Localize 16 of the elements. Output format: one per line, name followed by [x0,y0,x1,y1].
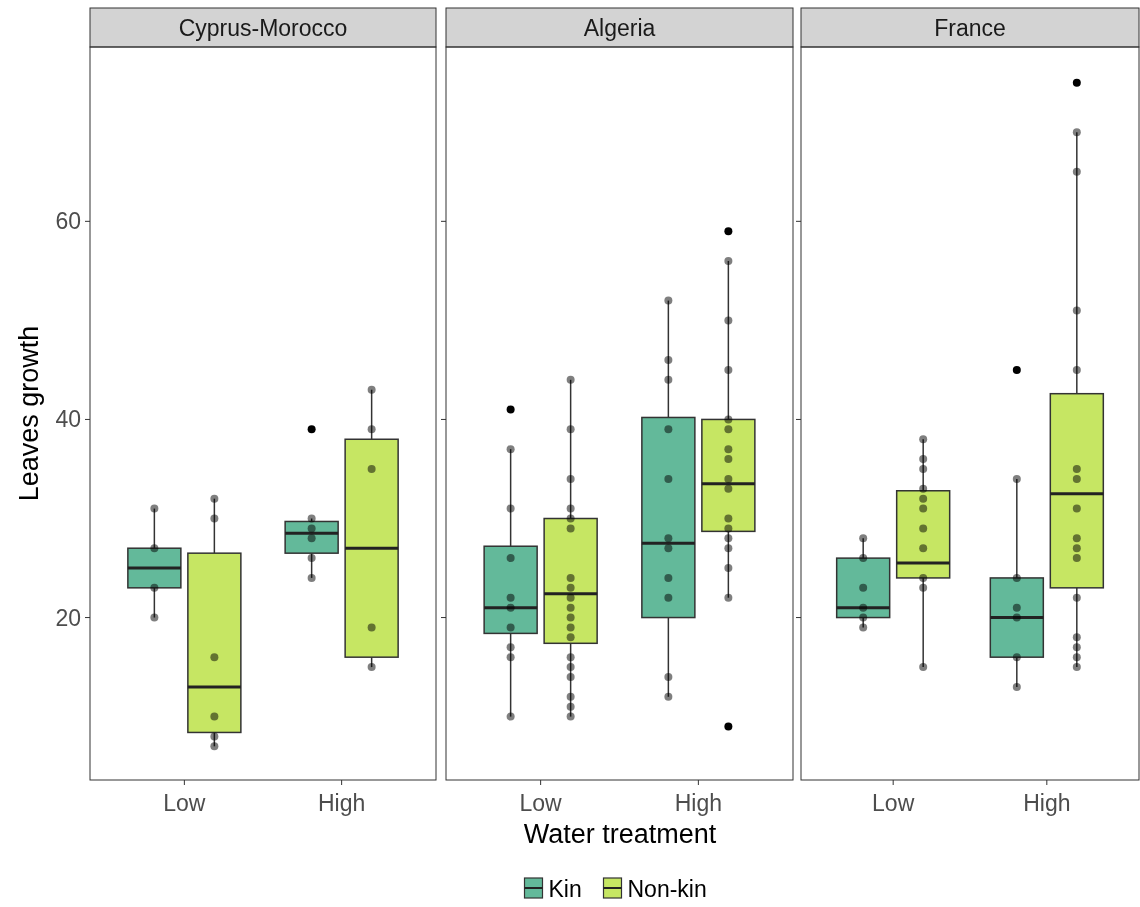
x-tick-label: High [674,790,723,816]
y-tick-label: 60 [55,208,81,235]
y-tick-label: 40 [55,406,81,433]
chart-title: France [934,14,1006,41]
y-axis-title: Leaves growth [14,325,44,502]
y-tick-label: 20 [55,604,81,631]
x-tick-label: Low [872,790,915,816]
chart-title: Cyprus-Morocco [178,14,348,41]
chart-title: Algeria [583,14,656,41]
x-axis-title: Water treatment [523,819,717,849]
x-tick-label: High [317,790,366,816]
legend-label: Non-kin [627,876,707,902]
legend-label: Kin [548,876,582,902]
x-tick-label: Low [163,790,206,816]
x-tick-label: High [1023,790,1071,816]
x-tick-label: Low [519,790,563,816]
